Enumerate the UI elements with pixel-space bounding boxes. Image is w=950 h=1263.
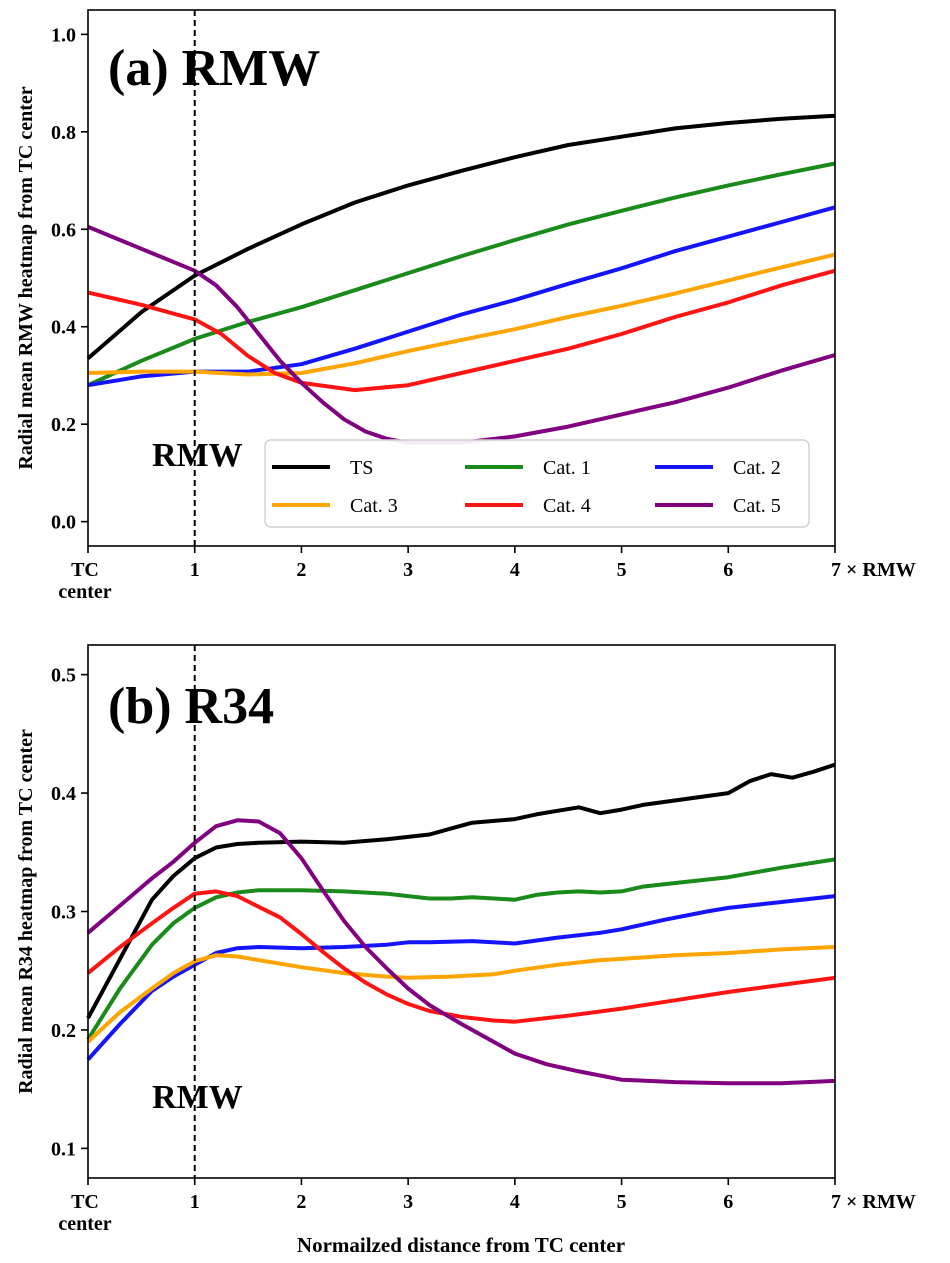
y-tick-label: 1.0 (51, 24, 76, 46)
panel-title: (b) R34 (108, 678, 274, 735)
legend-entry: Cat. 1 (543, 457, 591, 479)
x-tick-label: 7 × RMW (831, 1191, 916, 1213)
x-tick-label: center (58, 1213, 111, 1235)
y-tick-label: 0.6 (51, 219, 76, 241)
series-line-cat-4 (86, 889, 836, 1024)
y-tick-label: 0.2 (51, 414, 76, 436)
rmw-annotation: RMW (152, 1079, 243, 1116)
y-tick-label: 0.2 (51, 1020, 76, 1042)
y-tick-label: 0.3 (51, 902, 76, 924)
panel-title: (a) RMW (108, 40, 320, 97)
x-tick-label: 6 (723, 1191, 733, 1213)
x-tick-label: 5 (617, 559, 627, 581)
series-line-cat-4 (87, 268, 836, 393)
y-tick-label: 0.5 (51, 665, 76, 687)
legend-box (264, 439, 810, 528)
x-tick-label: 3 (403, 1191, 413, 1213)
x-tick-label: 6 (723, 559, 733, 581)
y-tick-label: 0.8 (51, 122, 76, 144)
x-tick-label: 4 (510, 1191, 520, 1213)
series-line-cat-2 (87, 205, 836, 388)
series-line-cat-1 (86, 857, 836, 1041)
x-tick-label: 1 (190, 559, 200, 581)
series-line-ts (86, 762, 836, 1020)
series-line-cat-2 (86, 894, 836, 1061)
x-tick-label: TC (71, 1191, 99, 1213)
legend-entry: Cat. 4 (543, 495, 591, 517)
x-axis-title: Normailzed distance from TC center (297, 1233, 625, 1257)
plot-frame (87, 9, 836, 547)
legend-entry: Cat. 2 (733, 457, 781, 479)
y-tick-label: 0.4 (51, 783, 76, 805)
series-line-cat-3 (87, 252, 836, 377)
x-tick-label: 7 × RMW (831, 559, 916, 581)
y-axis-label: Radial mean RMW heatmap from TC center (15, 86, 37, 469)
y-axis-label: Radial mean R34 heatmap from TC center (15, 729, 37, 1094)
x-tick-label: TC (71, 559, 99, 581)
x-tick-label: 1 (190, 1191, 200, 1213)
series-line-cat-1 (87, 161, 836, 388)
x-tick-label: 2 (296, 1191, 306, 1213)
x-tick-label: center (58, 581, 111, 603)
legend-entry: Cat. 5 (733, 495, 781, 517)
x-tick-label: 5 (617, 1191, 627, 1213)
x-tick-label: 4 (510, 559, 520, 581)
y-tick-label: 0.0 (51, 512, 76, 534)
legend-entry: TS (350, 457, 373, 479)
legend: TS Cat. 1 Cat. 2 Cat. 3 Cat. 4 Cat. 5 (264, 439, 810, 528)
rmw-annotation: RMW (152, 437, 243, 474)
legend-entry: Cat. 3 (350, 495, 398, 517)
series-line-cat-5 (87, 224, 836, 445)
x-tick-label: 3 (403, 559, 413, 581)
series-line-ts (86, 113, 836, 360)
x-tick-label: 2 (296, 559, 306, 581)
y-tick-label: 0.1 (51, 1138, 76, 1160)
y-tick-label: 0.4 (51, 317, 76, 339)
series-line-cat-5 (86, 818, 836, 1086)
